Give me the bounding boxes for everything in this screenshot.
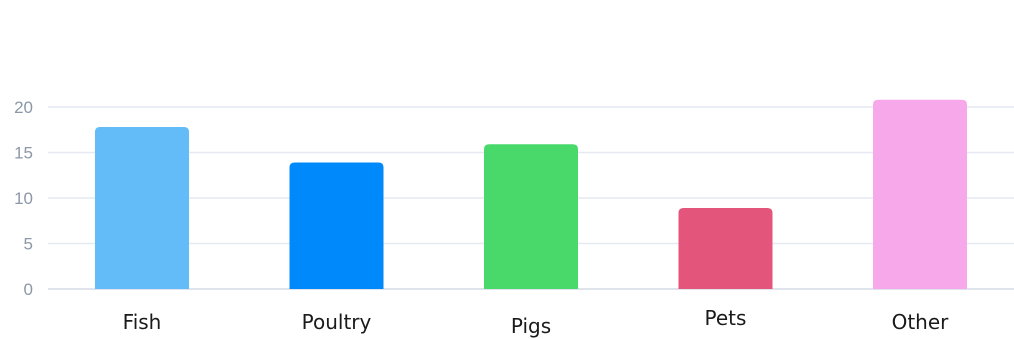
bars — [95, 99, 967, 290]
bar-poultry — [289, 162, 384, 289]
bar-pigs — [484, 144, 578, 289]
x-tick-label-pets: Pets — [705, 306, 747, 330]
x-tick-label-fish: Fish — [123, 310, 162, 334]
x-tick-label-other: Other — [892, 310, 950, 334]
bar-pets — [678, 208, 773, 289]
bar-fish — [95, 127, 189, 290]
y-tick-label: 20 — [14, 98, 33, 117]
x-tick-label-pigs: Pigs — [511, 314, 551, 338]
bar-other — [873, 99, 967, 289]
x-tick-label-poultry: Poultry — [302, 310, 372, 334]
x-axis-ticks: Fish Poultry Pigs Pets Other — [123, 306, 950, 338]
y-tick-label: 15 — [14, 144, 33, 163]
y-tick-label: 10 — [14, 189, 33, 208]
y-tick-label: 5 — [24, 235, 33, 254]
y-axis-ticks: 0 5 10 15 20 — [14, 98, 33, 299]
y-tick-label: 0 — [24, 280, 33, 299]
